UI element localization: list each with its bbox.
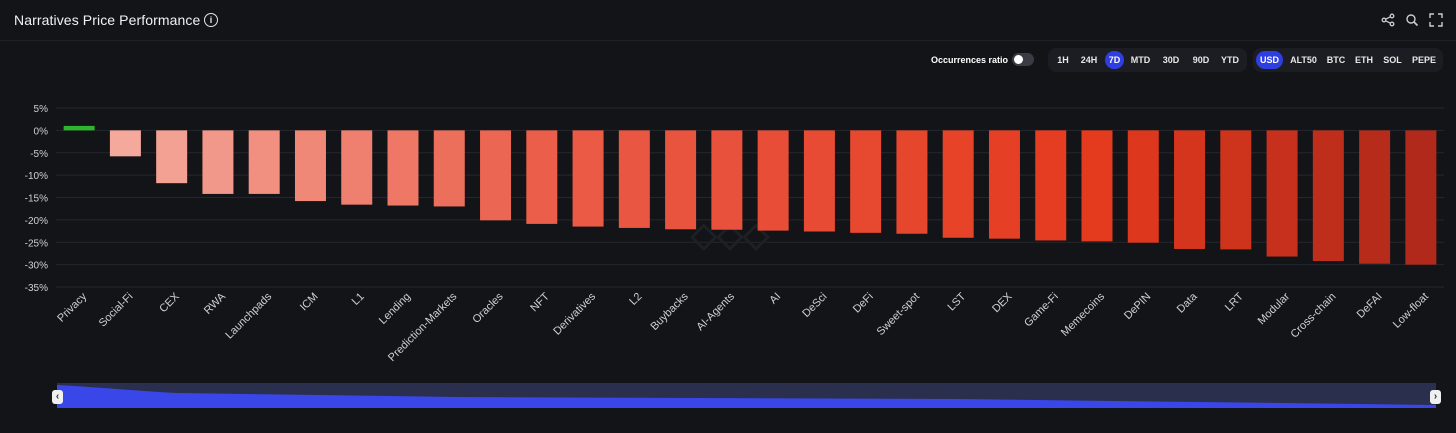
bar-depin [1127,130,1159,243]
bar-low-float [1405,130,1437,265]
share-icon[interactable] [1381,13,1395,27]
x-tick-label: Privacy [55,290,89,324]
x-tick-label: CEX [157,290,182,315]
x-tick-label: RWA [202,290,229,317]
currency-sol[interactable]: SOL [1383,55,1402,65]
bar-nft [526,130,558,224]
bar-game-fi [1035,130,1067,241]
currency-eth[interactable]: ETH [1355,55,1373,65]
timeframe-selector [1048,48,1247,72]
bar-ai-agents [711,130,743,230]
bar-defi [850,130,882,233]
y-tick-label: 0% [34,126,49,137]
x-tick-label: Modular [1256,290,1293,327]
bar-lending [387,130,419,206]
x-tick-label: NFT [528,290,552,314]
currency-pepe[interactable]: PEPE [1411,55,1436,65]
x-tick-label: Social-Fi [97,291,136,330]
x-tick-label: Oracles [470,290,506,326]
x-tick-label: Buybacks [649,290,692,333]
timeframe-7d[interactable]: 7D [1105,51,1124,69]
bar-derivatives [572,130,604,227]
occurrences-ratio-toggle[interactable] [1012,53,1034,66]
bar-prediction-markets [433,130,465,207]
search-icon[interactable] [1405,13,1419,27]
bar-cross-chain [1312,130,1344,262]
x-tick-label: L2 [627,291,644,308]
x-tick-label: Sweet-spot [875,291,922,338]
timeframe-24h[interactable]: 24H [1080,55,1098,65]
currency-selector [1253,48,1443,72]
y-tick-label: 5% [34,104,49,115]
x-tick-label: Game-Fi [1022,291,1061,330]
page-title: Narratives Price Performance [14,12,201,28]
x-tick-label: LST [946,290,969,313]
y-tick-label: -25% [25,238,48,249]
bar-sweet-spot [896,130,928,234]
x-tick-label: ICM [298,291,321,314]
bar-defai [1359,130,1391,264]
y-tick-label: -5% [30,149,48,160]
bar-modular [1266,130,1298,257]
x-tick-label: DePIN [1122,291,1153,322]
zoom-slider[interactable] [57,383,1436,408]
x-tick-label: DEX [990,290,1015,315]
bar-privacy [63,125,95,131]
y-tick-label: -15% [25,194,48,205]
x-tick-label: Data [1175,290,1201,316]
fullscreen-icon[interactable] [1429,13,1443,27]
x-tick-label: AI-Agents [694,290,737,333]
timeframe-90d[interactable]: 90D [1192,55,1210,65]
y-tick-label: -20% [25,216,48,227]
bar-dex [988,130,1020,239]
x-tick-label: DeFi [851,291,876,316]
x-tick-label: Lending [377,291,413,327]
zoom-handle-left[interactable]: ‹ [52,390,63,404]
bar-ai [757,130,789,231]
bar-lst [942,130,974,238]
x-tick-label: Memecoins [1059,290,1108,339]
x-tick-label: DeFAI [1355,291,1385,321]
occurrences-ratio-label: Occurrences ratio [931,55,1009,65]
x-tick-label: LRT [1223,290,1246,313]
y-tick-label: -35% [25,283,48,294]
bar-icm [294,130,326,202]
currency-usd[interactable]: USD [1256,51,1283,69]
bar-l1 [341,130,373,205]
x-tick-label: DeSci [800,291,829,320]
x-tick-label: Derivatives [551,290,598,337]
bar-l2 [618,130,650,228]
toggle-knob [1014,55,1023,64]
bar-memecoins [1081,130,1113,242]
x-tick-label: AI [767,291,783,307]
bar-desci [803,130,835,232]
chart-header: Narratives Price Performance i [0,0,1456,41]
timeframe-1h[interactable]: 1H [1057,55,1069,65]
timeframe-mtd[interactable]: MTD [1130,55,1151,65]
bar-cex [156,130,188,184]
timeframe-ytd[interactable]: YTD [1221,55,1239,65]
currency-btc[interactable]: BTC [1326,55,1346,65]
x-tick-label: Launchpads [223,290,274,341]
x-tick-label: L1 [350,291,367,308]
bar-oracles [480,130,512,221]
bar-launchpads [248,130,280,194]
currency-alt50[interactable]: ALT50 [1290,55,1317,65]
zoom-preview-area [57,385,1436,408]
info-icon[interactable]: i [204,13,218,27]
bar-rwa [202,130,234,194]
zoom-handle-right[interactable]: › [1430,390,1441,404]
x-tick-label: Low-float [1391,291,1431,331]
timeframe-30d[interactable]: 30D [1162,55,1180,65]
y-tick-label: -30% [25,261,48,272]
y-tick-label: -10% [25,171,48,182]
bar-social-fi [109,130,141,157]
x-tick-label: Cross-chain [1288,291,1338,341]
bar-lrt [1220,130,1252,250]
bar-buybacks [665,130,697,230]
bar-data [1174,130,1206,249]
